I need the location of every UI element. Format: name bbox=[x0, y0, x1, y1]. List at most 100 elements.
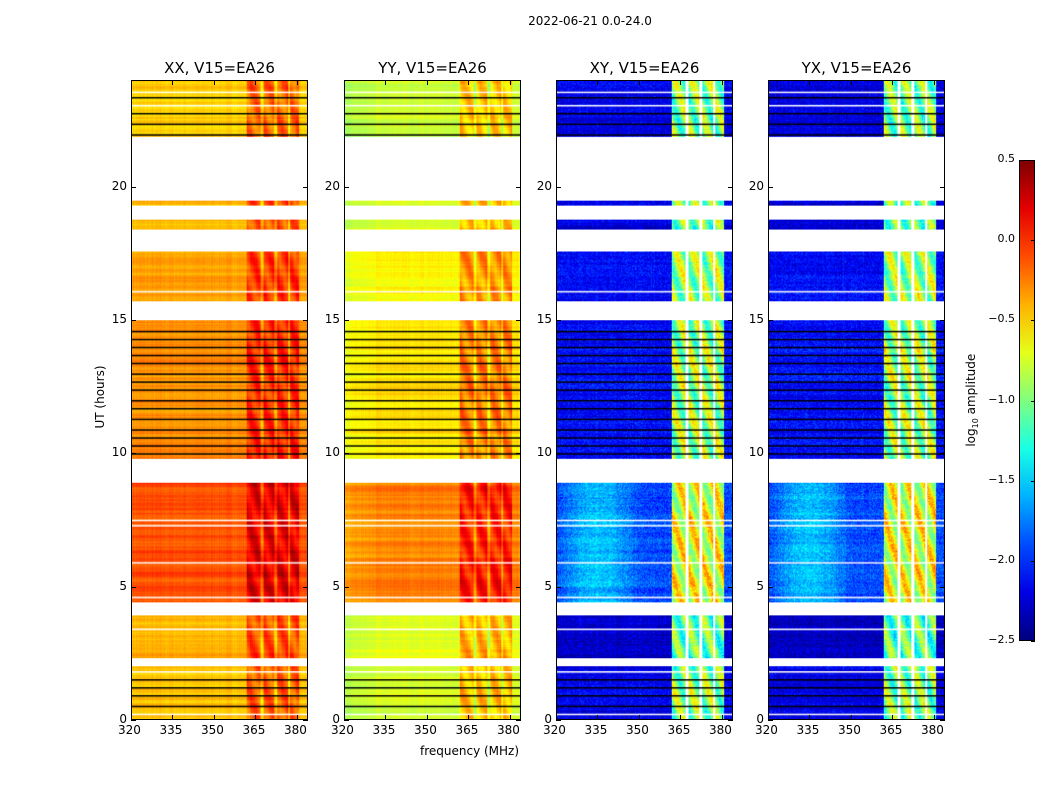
y-tick bbox=[940, 720, 945, 721]
y-tick-label: 0 bbox=[544, 712, 552, 726]
y-tick bbox=[728, 186, 733, 188]
x-tick bbox=[296, 715, 298, 720]
y-tick-label: 20 bbox=[536, 178, 552, 193]
y-tick bbox=[768, 720, 773, 721]
y-tick bbox=[940, 320, 945, 321]
x-tick bbox=[597, 80, 599, 85]
y-tick bbox=[303, 320, 308, 321]
x-tick bbox=[131, 80, 132, 85]
heatmap-yx bbox=[768, 80, 945, 720]
x-tick bbox=[638, 715, 640, 720]
colorbar-tick bbox=[1031, 480, 1035, 482]
y-tick-label: 20 bbox=[111, 178, 127, 193]
x-tick bbox=[892, 80, 894, 85]
y-tick bbox=[768, 186, 773, 188]
y-tick bbox=[516, 186, 521, 188]
x-tick bbox=[892, 715, 894, 720]
x-axis-label: frequency (MHz) bbox=[420, 744, 520, 758]
heatmap-xy bbox=[556, 80, 733, 720]
colorbar-tick bbox=[1031, 240, 1035, 242]
x-tick bbox=[933, 80, 935, 85]
y-tick-label: 10 bbox=[536, 445, 552, 460]
colorbar-tick-label: −2.0 bbox=[988, 552, 1015, 566]
x-tick bbox=[680, 80, 682, 85]
y-tick bbox=[940, 453, 945, 455]
x-tick bbox=[344, 80, 345, 85]
x-tick-label: 350 bbox=[413, 723, 437, 737]
y-tick bbox=[556, 320, 561, 321]
y-axis-label: UT (hours) bbox=[93, 365, 107, 429]
y-tick-label: 15 bbox=[111, 312, 127, 326]
x-tick-label: 365 bbox=[667, 723, 691, 737]
x-tick-label: 335 bbox=[796, 723, 820, 737]
x-tick-label: 320 bbox=[755, 723, 778, 737]
colorbar-tick bbox=[1031, 560, 1035, 562]
x-tick-label: 380 bbox=[496, 723, 520, 737]
panel-title: XX, V15=EA26 bbox=[164, 59, 275, 77]
panel-title: YX, V15=EA26 bbox=[801, 59, 912, 77]
x-tick bbox=[850, 715, 852, 720]
x-tick bbox=[255, 80, 257, 85]
x-tick bbox=[131, 715, 132, 720]
x-tick bbox=[721, 715, 723, 720]
x-tick bbox=[468, 80, 470, 85]
y-tick-label: 5 bbox=[756, 578, 764, 593]
y-tick-label: 15 bbox=[748, 312, 764, 326]
y-tick-label: 10 bbox=[748, 445, 764, 460]
y-tick bbox=[131, 320, 136, 321]
y-tick-label: 0 bbox=[119, 712, 127, 726]
heatmap-xx bbox=[131, 80, 308, 720]
heatmap-yy bbox=[344, 80, 521, 720]
x-tick bbox=[509, 80, 511, 85]
y-tick bbox=[556, 186, 561, 188]
colorbar-tick bbox=[1031, 400, 1035, 402]
y-tick-label: 15 bbox=[536, 312, 552, 326]
panel-title: XY, V15=EA26 bbox=[589, 59, 700, 77]
x-tick-label: 380 bbox=[708, 723, 732, 737]
colorbar-tick-label: 0.5 bbox=[997, 152, 1016, 165]
y-tick bbox=[728, 586, 733, 588]
y-tick bbox=[344, 586, 349, 588]
colorbar-tick bbox=[1031, 641, 1035, 642]
y-tick bbox=[303, 586, 308, 588]
y-tick-label: 0 bbox=[756, 712, 764, 726]
x-tick-label: 365 bbox=[242, 723, 266, 737]
y-tick bbox=[344, 186, 349, 188]
x-tick-label: 350 bbox=[837, 723, 861, 737]
y-tick bbox=[131, 586, 136, 588]
x-tick bbox=[597, 715, 599, 720]
y-tick bbox=[516, 720, 521, 721]
x-tick-label: 320 bbox=[118, 723, 141, 737]
y-tick bbox=[768, 586, 773, 588]
x-tick bbox=[172, 715, 174, 720]
x-tick-label: 320 bbox=[543, 723, 566, 737]
x-tick-label: 335 bbox=[584, 723, 608, 737]
x-tick bbox=[721, 80, 723, 85]
colorbar-tick bbox=[1031, 320, 1035, 322]
x-tick-label: 365 bbox=[879, 723, 903, 737]
x-tick bbox=[850, 80, 852, 85]
x-tick bbox=[296, 80, 298, 85]
y-tick-label: 5 bbox=[332, 578, 340, 593]
x-tick bbox=[172, 80, 174, 85]
y-tick-label: 10 bbox=[324, 445, 340, 460]
x-tick-label: 350 bbox=[625, 723, 649, 737]
x-tick bbox=[556, 80, 557, 85]
x-tick bbox=[426, 715, 428, 720]
x-tick-label: 335 bbox=[372, 723, 396, 737]
x-tick-label: 380 bbox=[920, 723, 944, 737]
y-tick bbox=[131, 186, 136, 188]
x-tick bbox=[933, 715, 935, 720]
y-tick bbox=[556, 586, 561, 588]
y-tick-label: 10 bbox=[111, 445, 127, 460]
y-tick-label: 20 bbox=[748, 178, 764, 193]
colorbar-tick-label: −2.5 bbox=[988, 633, 1015, 646]
y-tick bbox=[303, 720, 308, 721]
y-tick bbox=[728, 320, 733, 321]
x-tick bbox=[509, 715, 511, 720]
y-tick bbox=[131, 720, 136, 721]
x-tick bbox=[468, 715, 470, 720]
y-tick bbox=[303, 453, 308, 455]
y-tick bbox=[556, 453, 561, 455]
